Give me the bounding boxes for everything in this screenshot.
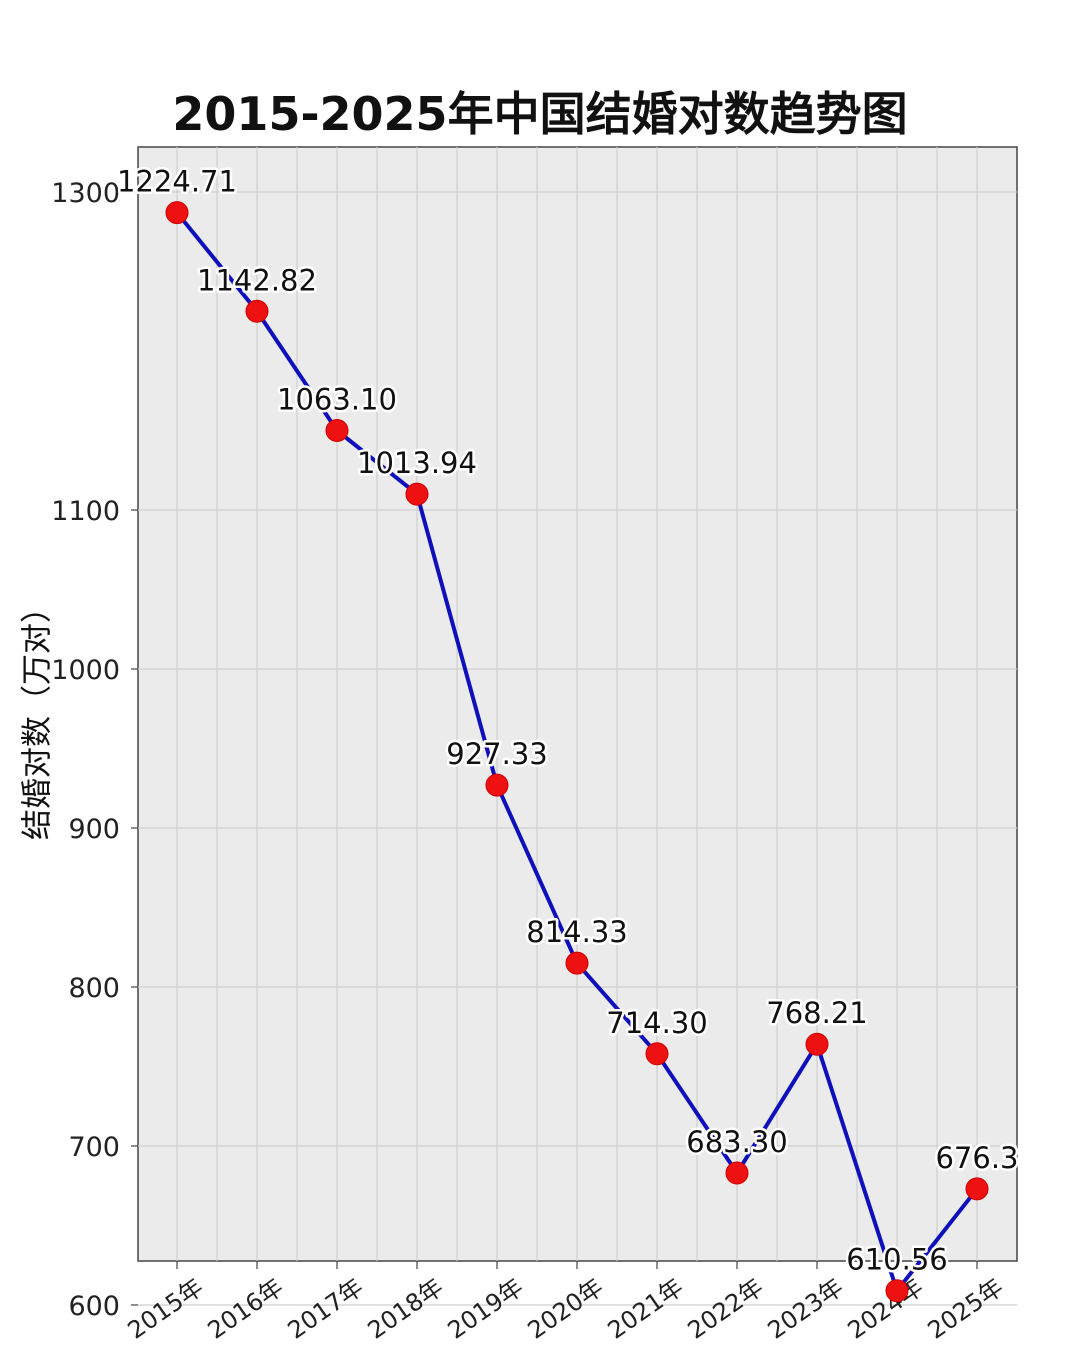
data-point (965, 1177, 989, 1201)
data-point (325, 419, 349, 442)
x-tick-label: 2016年 (203, 1273, 289, 1345)
x-tick-label: 2017年 (283, 1273, 369, 1345)
data-point (725, 1161, 749, 1185)
data-point (245, 299, 269, 323)
data-label: 1224.71 (117, 165, 237, 199)
x-tick-label: 2022年 (683, 1273, 769, 1345)
data-label: 1142.82 (197, 263, 317, 297)
data-labels: 1224.71 1142.82 1063.10 1013.94 927.33 814.33… (115, 162, 1021, 1279)
x-tick-label: 2021年 (603, 1273, 689, 1345)
chart-title: 2015-2025年中国结婚对数趋势图 (172, 87, 908, 141)
data-label: 814.33 (526, 915, 627, 949)
y-tick-label: 600 (68, 1291, 120, 1322)
data-label: 768.21 (766, 996, 867, 1030)
data-label: 927.33 (446, 737, 547, 771)
data-point (405, 482, 429, 506)
data-point (485, 773, 509, 797)
data-label: 1063.10 (277, 383, 397, 417)
data-point (885, 1279, 909, 1303)
x-tick-label: 2024年 (843, 1273, 929, 1345)
y-tick-label: 700 (68, 1132, 120, 1163)
y-tick-label: 1000 (51, 655, 120, 686)
data-point (165, 201, 189, 225)
x-tick-label: 2020年 (523, 1273, 609, 1345)
y-axis-ticks: 600 700 800 900 1000 1100 1300 (51, 178, 138, 1322)
data-point (565, 951, 589, 975)
y-tick-label: 1300 (51, 178, 120, 209)
x-tick-label: 2018年 (363, 1273, 449, 1345)
data-points (165, 201, 989, 1303)
data-label: 714.30 (606, 1006, 707, 1040)
data-point (645, 1042, 669, 1066)
y-tick-label: 800 (68, 973, 120, 1004)
y-tick-label: 1100 (51, 496, 120, 527)
data-point (805, 1032, 829, 1056)
y-tick-label: 900 (68, 814, 120, 845)
grid-lines (138, 147, 1017, 1306)
x-tick-label: 2019年 (443, 1273, 529, 1345)
data-label: 1013.94 (357, 446, 477, 480)
x-tick-label: 2015年 (123, 1273, 209, 1345)
x-tick-label: 2025年 (923, 1273, 1009, 1345)
data-label: 610.56 (846, 1243, 947, 1277)
data-label: 676.3 (935, 1141, 1018, 1175)
x-tick-label: 2023年 (763, 1273, 849, 1345)
data-label: 683.30 (686, 1125, 787, 1159)
